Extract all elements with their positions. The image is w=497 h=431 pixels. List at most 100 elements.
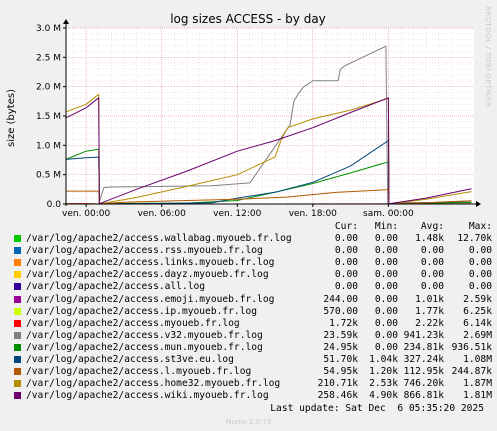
legend-cur: 24.95k xyxy=(323,341,358,353)
legend-item: /var/log/apache2/access.links.myoueb.fr.… xyxy=(14,257,494,269)
legend-item: /var/log/apache2/access.st3ve.eu.log 51.7… xyxy=(14,354,494,366)
legend-avg: 866.81k xyxy=(403,390,444,402)
series-line-14 xyxy=(65,97,472,205)
munin-version: Munin 2.0.73 xyxy=(225,418,272,426)
x-tick-label: ven. 00:00 xyxy=(62,209,110,219)
legend-label: /var/log/apache2/access.mun.myoueb.fr.lo… xyxy=(26,341,263,353)
legend-label: /var/log/apache2/access.wallabag.myoueb.… xyxy=(26,233,292,245)
legend-swatch xyxy=(14,356,21,364)
legend-max: 0.00 xyxy=(468,281,492,293)
legend-max: 12.70k xyxy=(457,233,492,245)
legend-label: /var/log/apache2/access.rss.myoueb.fr.lo… xyxy=(26,245,263,257)
legend-cur: 51.70k xyxy=(323,354,358,366)
legend-avg: 234.81k xyxy=(403,341,444,353)
legend-item: /var/log/apache2/access.ip.myoueb.fr.log… xyxy=(14,306,494,318)
legend-avg: 1.01k xyxy=(415,293,444,305)
legend-avg: 327.24k xyxy=(403,354,444,366)
legend-max: 0.00 xyxy=(468,269,492,281)
y-tick-label: 1.0 M xyxy=(36,141,61,151)
legend-max: 244.87k xyxy=(451,366,492,378)
x-tick-labels: ven. 00:00 ven. 06:00 ven. 12:00 ven. 18:00… xyxy=(62,204,414,219)
legend-swatch xyxy=(14,295,21,303)
legend-cur: 54.95k xyxy=(323,366,358,378)
legend-swatch xyxy=(14,331,21,339)
legend-cur: 0.00 xyxy=(334,281,358,293)
legend-max: 1.87M xyxy=(463,378,492,390)
legend-label: /var/log/apache2/access.v32.myoueb.fr.lo… xyxy=(26,329,263,341)
legend-min: 2.53k xyxy=(369,378,398,390)
y-tick-label: 0.0 xyxy=(47,200,62,210)
legend: Cur: Min: Avg: Max: /var/log/apache2/acc… xyxy=(14,221,494,402)
legend-swatch xyxy=(14,392,21,400)
legend-max: 2.69M xyxy=(463,329,492,341)
legend-swatch xyxy=(14,307,21,315)
x-axis-arrow xyxy=(476,201,481,207)
legend-header-max: Max: xyxy=(468,221,492,232)
legend-max: 0.00 xyxy=(468,245,492,257)
legend-avg: 2.22k xyxy=(415,317,444,329)
legend-label: /var/log/apache2/access.myoueb.fr.log xyxy=(26,317,240,329)
legend-label: /var/log/apache2/access.links.myoueb.fr.… xyxy=(26,257,275,269)
legend-swatch xyxy=(14,380,21,388)
legend-item: /var/log/apache2/access.all.log 0.00 0.00 0… xyxy=(14,281,494,293)
legend-min: 0.00 xyxy=(374,341,398,353)
legend-label: /var/log/apache2/access.l.myoueb.fr.log xyxy=(26,366,252,378)
legend-item: /var/log/apache2/access.mun.myoueb.fr.lo… xyxy=(14,342,494,354)
legend-item: /var/log/apache2/access.dayz.myoueb.fr.l… xyxy=(14,269,494,281)
legend-avg: 1.48k xyxy=(415,233,444,245)
legend-cur: 570.00 xyxy=(323,305,358,317)
legend-swatch xyxy=(14,235,21,243)
legend-min: 0.00 xyxy=(374,317,398,329)
legend-cur: 0.00 xyxy=(334,233,358,245)
y-axis-label: size (bytes) xyxy=(6,89,17,147)
y-tick-label: 2.5 M xyxy=(36,53,61,63)
legend-item: /var/log/apache2/access.wallabag.myoueb.… xyxy=(14,233,494,245)
legend-max: 6.14k xyxy=(463,317,492,329)
legend-min: 0.00 xyxy=(374,269,398,281)
last-update: Last update: Sat Dec 6 05:35:20 2025 xyxy=(270,403,484,414)
legend-cur: 23.59k xyxy=(323,329,358,341)
legend-max: 0.00 xyxy=(468,257,492,269)
y-tick-label: 3.0 M xyxy=(36,24,61,34)
legend-item: /var/log/apache2/access.v32.myoueb.fr.lo… xyxy=(14,330,494,342)
x-tick-label: ven. 18:00 xyxy=(289,209,337,219)
legend-max: 1.08M xyxy=(463,354,492,366)
legend-swatch xyxy=(14,368,21,376)
legend-max: 936.51k xyxy=(451,341,492,353)
legend-item: /var/log/apache2/access.emoji.myoueb.fr.… xyxy=(14,294,494,306)
legend-min: 0.00 xyxy=(374,257,398,269)
legend-cur: 258.46k xyxy=(317,390,358,402)
y-axis-arrow xyxy=(63,19,69,24)
legend-min: 0.00 xyxy=(374,293,398,305)
legend-item: /var/log/apache2/access.myoueb.fr.log 1.7… xyxy=(14,318,494,330)
legend-avg: 0.00 xyxy=(420,257,444,269)
legend-avg: 112.95k xyxy=(403,366,444,378)
x-tick-label: sam. 00:00 xyxy=(363,209,414,219)
legend-cur: 210.71k xyxy=(317,378,358,390)
legend-avg: 0.00 xyxy=(420,245,444,257)
legend-label: /var/log/apache2/access.ip.myoueb.fr.log xyxy=(26,305,258,317)
legend-label: /var/log/apache2/access.home32.myoueb.fr… xyxy=(26,378,281,390)
legend-max: 1.81M xyxy=(463,390,492,402)
legend-cur: 0.00 xyxy=(334,257,358,269)
legend-label: /var/log/apache2/access.wiki.myoueb.fr.l… xyxy=(26,390,269,402)
legend-label: /var/log/apache2/access.dayz.myoueb.fr.l… xyxy=(26,269,269,281)
legend-min: 0.00 xyxy=(374,329,398,341)
x-tick-label: ven. 06:00 xyxy=(138,209,186,219)
x-tick-label: ven. 12:00 xyxy=(213,209,261,219)
legend-rows: /var/log/apache2/access.wallabag.myoueb.… xyxy=(14,233,494,402)
legend-min: 0.00 xyxy=(374,233,398,245)
legend-item: /var/log/apache2/access.wiki.myoueb.fr.l… xyxy=(14,390,494,402)
legend-max: 6.25k xyxy=(463,305,492,317)
legend-header-cur: Cur: xyxy=(334,221,358,232)
legend-item: /var/log/apache2/access.home32.myoueb.fr… xyxy=(14,378,494,390)
legend-avg: 1.77k xyxy=(415,305,444,317)
legend-min: 1.04k xyxy=(369,354,398,366)
legend-cur: 1.72k xyxy=(329,317,358,329)
legend-swatch xyxy=(14,271,21,279)
legend-swatch xyxy=(14,283,21,291)
legend-header-min: Min: xyxy=(374,221,398,232)
legend-min: 0.00 xyxy=(374,281,398,293)
legend-label: /var/log/apache2/access.emoji.myoueb.fr.… xyxy=(26,293,275,305)
